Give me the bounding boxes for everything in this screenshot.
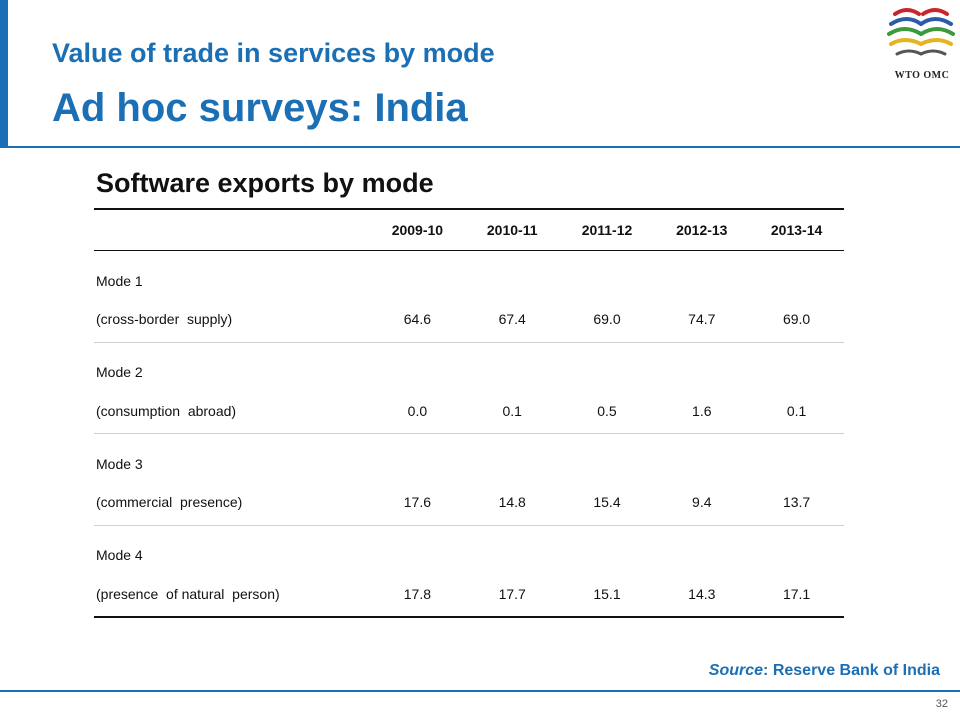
mode-label: Mode 4 [96, 547, 143, 564]
table-cell: 0.1 [749, 388, 844, 434]
software-exports-table: 2009-10 2010-11 2011-12 2012-13 2013-14 … [94, 208, 844, 618]
wto-logo: WTO OMC [885, 4, 957, 94]
slide-title: Value of trade in services by mode [52, 38, 495, 68]
table-cell: 14.3 [654, 571, 750, 618]
table-cell: 17.7 [464, 571, 560, 618]
mode-label: Mode 3 [96, 455, 143, 472]
table-row: (cross-border supply) 64.6 67.4 69.0 74.… [94, 296, 844, 343]
table-cell: 64.6 [370, 296, 465, 343]
table-cell: 0.0 [370, 388, 465, 434]
table-cell: 69.0 [749, 296, 844, 343]
column-header [94, 208, 370, 251]
table-cell: 14.8 [464, 479, 560, 526]
table-title: Software exports by mode [96, 168, 434, 198]
table-cell: 1.6 [654, 388, 750, 434]
column-header: 2011-12 [559, 208, 655, 251]
table-cell: 15.4 [559, 479, 655, 526]
wto-logo-icon [887, 8, 955, 56]
table-row: (commercial presence) 17.6 14.8 15.4 9.4… [94, 479, 844, 526]
page-number: 32 [935, 698, 948, 710]
table-row-mode-label: Mode 2 [94, 342, 844, 388]
footer-divider [0, 690, 960, 692]
mode-description: (commercial presence) [94, 479, 370, 526]
table-row: (consumption abroad) 0.0 0.1 0.5 1.6 0.1 [94, 388, 844, 434]
table-row-mode-label: Mode 3 [94, 434, 844, 480]
column-header: 2012-13 [654, 208, 750, 251]
column-header: 2009-10 [370, 208, 465, 251]
mode-label: Mode 1 [96, 272, 143, 289]
table-header-row: 2009-10 2010-11 2011-12 2012-13 2013-14 [94, 208, 844, 251]
mode-description: (cross-border supply) [94, 296, 370, 343]
table-row-mode-label: Mode 1 [94, 251, 844, 297]
table-cell: 15.1 [559, 571, 655, 618]
table-cell: 69.0 [559, 296, 655, 343]
title-divider [0, 146, 960, 148]
slide-subtitle-heading: Ad hoc surveys: India [52, 86, 468, 130]
table-cell: 17.6 [370, 479, 465, 526]
source-note: Source: Reserve Bank of India [709, 662, 940, 680]
wto-logo-text: WTO OMC [894, 70, 950, 81]
source-text: : Reserve Bank of India [763, 662, 940, 679]
table-cell: 17.1 [749, 571, 844, 618]
table-cell: 13.7 [749, 479, 844, 526]
table-cell: 9.4 [654, 479, 750, 526]
title-accent-bar [0, 0, 8, 148]
mode-label: Mode 2 [96, 364, 143, 381]
table-cell: 74.7 [654, 296, 750, 343]
table-cell: 67.4 [464, 296, 560, 343]
column-header: 2013-14 [749, 208, 844, 251]
column-header: 2010-11 [464, 208, 560, 251]
table-cell: 0.5 [559, 388, 655, 434]
mode-description: (presence of natural person) [94, 571, 370, 618]
table-row-mode-label: Mode 4 [94, 525, 844, 571]
table-cell: 0.1 [464, 388, 560, 434]
table-row: (presence of natural person) 17.8 17.7 1… [94, 571, 844, 618]
source-label: Source [708, 662, 764, 679]
mode-description: (consumption abroad) [94, 388, 370, 434]
table-cell: 17.8 [370, 571, 465, 618]
